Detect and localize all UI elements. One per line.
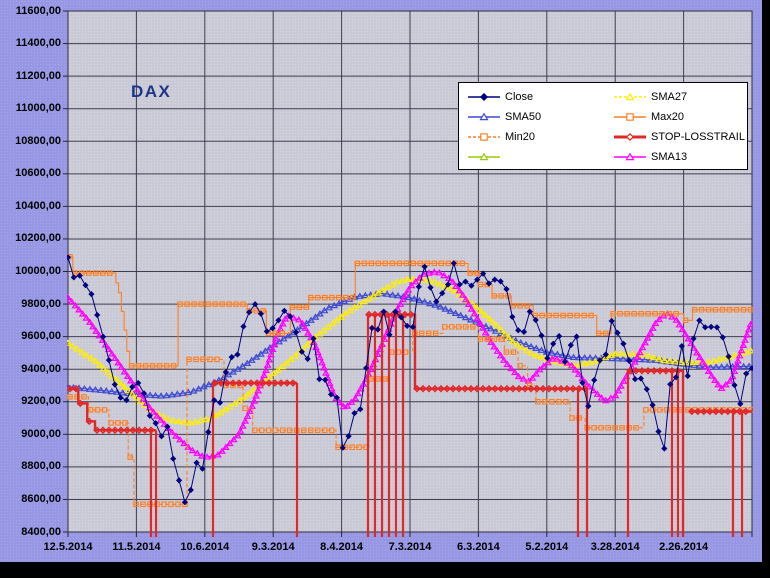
y-axis-label: 8400,00 xyxy=(21,525,61,538)
y-axis-label: 9800,00 xyxy=(21,297,61,310)
x-axis-label: 12.5.2014 xyxy=(43,541,93,553)
y-axis-label: 8800,00 xyxy=(21,460,61,473)
legend-sample-diamond-icon xyxy=(614,132,646,142)
series-markers-sma27 xyxy=(67,275,753,426)
series-markers-close xyxy=(67,254,753,506)
y-axis-label: 10200,00 xyxy=(15,232,61,245)
legend-label: Min20 xyxy=(505,131,535,143)
legend-label: SMA27 xyxy=(651,91,688,103)
legend-label: SMA13 xyxy=(651,151,688,163)
legend-item-sma13: SMA13 xyxy=(613,147,745,167)
y-axis-label: 11400,00 xyxy=(15,37,61,50)
x-axis-label: 5.2.2014 xyxy=(525,541,569,553)
legend-sample-square-icon xyxy=(614,113,646,121)
frame-right-border xyxy=(762,0,770,578)
y-axis-label: 8600,00 xyxy=(21,492,61,505)
series-line-max20 xyxy=(68,256,752,367)
legend-label: STOP-LOSSTRAIL xyxy=(651,131,745,143)
legend-label: SMA50 xyxy=(505,111,542,123)
x-axis-label: 10.6.2014 xyxy=(180,541,230,553)
x-axis-label: 3.28.2014 xyxy=(590,541,640,553)
legend-sample-diamond-icon xyxy=(468,92,500,102)
legend-item-min20: Min20 xyxy=(467,127,613,147)
series-markers-max20 xyxy=(67,254,753,369)
y-axis-label: 9400,00 xyxy=(21,362,61,375)
legend-item-sma50: SMA50 xyxy=(467,107,613,127)
chart-title: DAX xyxy=(131,82,172,101)
legend-item-sma27: SMA27 xyxy=(613,87,745,107)
legend-item-max20: Max20 xyxy=(613,107,745,127)
y-axis-label: 9200,00 xyxy=(21,395,61,408)
y-axis-label: 10600,00 xyxy=(15,167,61,180)
series-markers-stop-losstrail xyxy=(67,310,750,434)
legend-sample-triangle-icon xyxy=(614,152,646,161)
y-axis-label: 10400,00 xyxy=(15,199,61,212)
legend-sample-square-icon xyxy=(468,133,500,141)
y-axis-label: 9000,00 xyxy=(21,427,61,440)
legend-label: Close xyxy=(505,91,534,103)
x-axis-label: 2.26.2014 xyxy=(659,541,709,553)
y-axis-label: 10800,00 xyxy=(15,134,61,147)
legend-item-stop-losstrail: STOP-LOSSTRAIL xyxy=(613,127,745,147)
x-axis-label: 6.3.2014 xyxy=(456,541,500,553)
y-axis-label: 10000,00 xyxy=(15,265,61,277)
legend-item-unlabeled xyxy=(467,147,613,167)
frame-bottom-border xyxy=(0,562,770,578)
legend-grid: Close SMA27 SMA50 Max20 Min20 STOP-LOSSTRAIL S… xyxy=(467,87,745,167)
x-axis-label: 11.5.2014 xyxy=(112,541,161,553)
series-line-close xyxy=(67,257,753,504)
x-axis-label: 9.3.2014 xyxy=(251,541,295,553)
x-axis-label: 7.3.2014 xyxy=(388,541,432,553)
y-axis-label: 11600,00 xyxy=(15,4,61,17)
legend-sample-triangle-icon xyxy=(468,152,500,161)
legend-sample-triangle-icon xyxy=(468,112,500,121)
y-axis-label: 11000,00 xyxy=(15,102,61,115)
x-axis-label: 8.4.2014 xyxy=(320,541,363,553)
y-axis-label: 9600,00 xyxy=(21,330,61,343)
legend-sample-triangle-icon xyxy=(614,92,646,101)
legend-label: Max20 xyxy=(651,111,685,123)
legend-item-close: Close xyxy=(467,87,613,107)
y-axis-label: 11200,00 xyxy=(15,69,61,82)
legend-box: Close SMA27 SMA50 Max20 Min20 STOP-LOSSTRAIL S… xyxy=(458,82,748,170)
